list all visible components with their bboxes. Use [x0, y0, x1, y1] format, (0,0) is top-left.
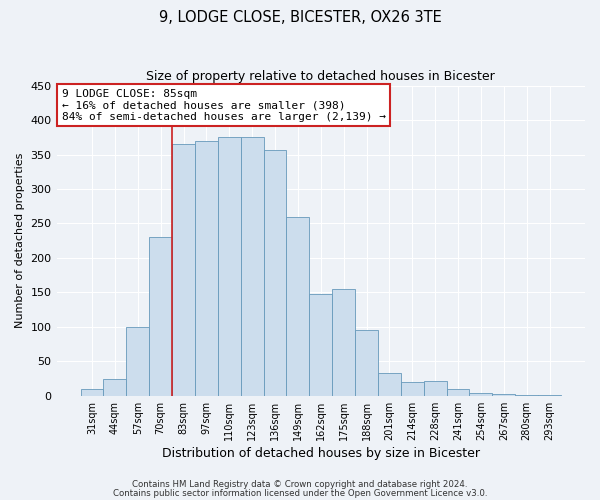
Bar — [149, 237, 172, 396]
Bar — [355, 330, 378, 396]
Bar — [263, 150, 286, 396]
Text: Contains public sector information licensed under the Open Government Licence v3: Contains public sector information licen… — [113, 490, 487, 498]
Bar — [446, 389, 469, 396]
Y-axis label: Number of detached properties: Number of detached properties — [15, 153, 25, 328]
Bar — [195, 140, 218, 396]
Bar — [241, 138, 263, 396]
Bar — [80, 389, 103, 396]
X-axis label: Distribution of detached houses by size in Bicester: Distribution of detached houses by size … — [162, 447, 480, 460]
Bar — [172, 144, 195, 396]
Text: 9 LODGE CLOSE: 85sqm
← 16% of detached houses are smaller (398)
84% of semi-deta: 9 LODGE CLOSE: 85sqm ← 16% of detached h… — [62, 88, 386, 122]
Bar — [310, 294, 332, 396]
Bar — [469, 393, 493, 396]
Bar — [103, 378, 127, 396]
Text: 9, LODGE CLOSE, BICESTER, OX26 3TE: 9, LODGE CLOSE, BICESTER, OX26 3TE — [158, 10, 442, 25]
Bar — [401, 382, 424, 396]
Title: Size of property relative to detached houses in Bicester: Size of property relative to detached ho… — [146, 70, 495, 83]
Bar — [286, 216, 310, 396]
Bar — [424, 382, 446, 396]
Bar — [332, 289, 355, 396]
Bar — [218, 138, 241, 396]
Bar — [127, 327, 149, 396]
Bar — [378, 373, 401, 396]
Text: Contains HM Land Registry data © Crown copyright and database right 2024.: Contains HM Land Registry data © Crown c… — [132, 480, 468, 489]
Bar — [515, 395, 538, 396]
Bar — [493, 394, 515, 396]
Bar — [538, 395, 561, 396]
